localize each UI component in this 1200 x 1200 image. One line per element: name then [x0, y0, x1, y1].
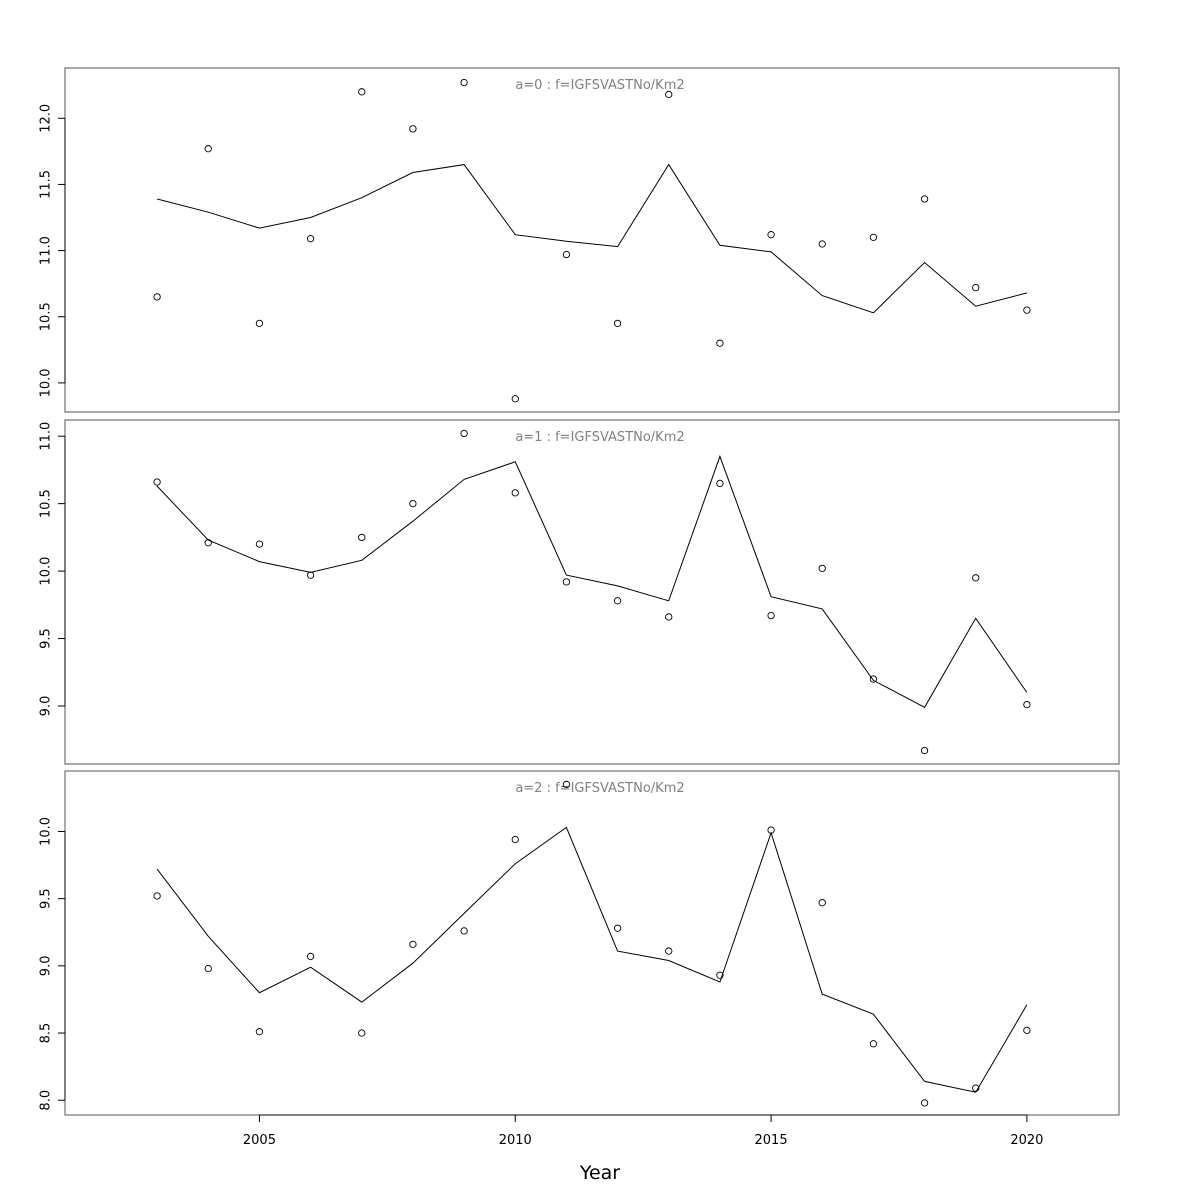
observed-point — [562, 780, 571, 789]
observed-point — [306, 952, 315, 961]
observed-point — [358, 1029, 366, 1037]
x-axis-label: Year — [579, 1162, 620, 1184]
y-tick-label: 8.5 — [39, 1023, 54, 1044]
observed-point — [562, 250, 571, 259]
observed-point — [767, 826, 775, 834]
observed-point — [1023, 306, 1031, 314]
observed-point — [255, 540, 264, 548]
y-tick-label: 11.0 — [39, 236, 54, 265]
observed-point — [1023, 1026, 1031, 1034]
y-tick-label: 10.5 — [39, 302, 54, 331]
observed-point — [562, 578, 571, 586]
observed-point — [511, 835, 519, 844]
fitted-line — [156, 454, 1028, 708]
observed-point — [818, 899, 826, 907]
observed-point — [613, 597, 622, 605]
y-tick-label: 10.5 — [39, 489, 54, 518]
x-tick-label: 2010 — [499, 1133, 532, 1148]
panel-2: a=2 : f=IGFSVASTNo/Km2 8.0 8.5 9.0 9.5 10.0 — [39, 770, 1120, 1116]
panel-title: a=1 : f=IGFSVASTNo/Km2 — [515, 430, 684, 445]
observed-point — [409, 125, 417, 133]
panel-title: a=0 : f=IGFSVASTNo/Km2 — [515, 78, 684, 93]
observed-point — [613, 319, 622, 328]
x-axis: 2005 2010 2015 2020 — [243, 1114, 1043, 1148]
observed-point — [613, 924, 622, 932]
observed-point — [409, 940, 417, 948]
y-tick-label: 8.0 — [39, 1090, 54, 1111]
observed-point — [920, 195, 929, 203]
y-tick-label: 10.0 — [39, 557, 54, 586]
observed-point — [306, 235, 315, 243]
observed-point — [255, 319, 264, 328]
observed-point — [818, 564, 826, 573]
y-tick-label: 11.0 — [39, 422, 54, 451]
observed-point — [972, 574, 980, 582]
observed-point — [920, 1099, 929, 1107]
observed-point — [716, 971, 724, 979]
observed-point — [818, 240, 826, 248]
y-tick-label: 9.0 — [39, 956, 54, 977]
observed-point — [767, 231, 775, 239]
y-tick-label: 12.0 — [39, 104, 54, 133]
observed-point — [511, 395, 519, 403]
x-tick-label: 2005 — [243, 1133, 276, 1148]
observed-point — [1023, 700, 1031, 709]
observed-point — [204, 539, 212, 547]
y-tick-label: 9.5 — [39, 888, 54, 909]
y-tick-label: 11.5 — [39, 170, 54, 199]
observed-point — [869, 1040, 878, 1048]
observed-point — [153, 478, 161, 486]
y-tick-label: 10.0 — [39, 368, 54, 397]
observed-point — [409, 499, 417, 508]
observed-point — [665, 947, 673, 955]
observed-point — [306, 571, 315, 579]
panels: a=0 : f=IGFSVASTNo/Km2 10.0 10.5 11.0 11.5 12… — [39, 67, 1120, 1116]
observed-point — [153, 892, 161, 900]
observed-point — [767, 611, 775, 620]
observed-point — [869, 233, 878, 242]
observed-point — [920, 746, 929, 755]
observed-point — [358, 88, 366, 96]
x-tick-label: 2015 — [755, 1133, 788, 1148]
y-tick-label: 10.0 — [39, 817, 54, 846]
observed-point — [460, 429, 468, 438]
observed-point — [460, 927, 468, 935]
panel-0: a=0 : f=IGFSVASTNo/Km2 10.0 10.5 11.0 11.5 12… — [39, 67, 1120, 413]
fitted-line — [156, 163, 1028, 314]
x-tick-label: 2020 — [1010, 1133, 1043, 1148]
panel-1: a=1 : f=IGFSVASTNo/Km2 9.0 9.5 10.0 10.5 11.0 — [39, 419, 1120, 765]
observed-point — [972, 1084, 980, 1092]
observed-point — [358, 533, 366, 542]
observed-point — [665, 613, 673, 621]
observed-point — [716, 339, 724, 347]
observed-point — [204, 145, 212, 153]
y-tick-label: 9.5 — [39, 628, 54, 649]
y-tick-label: 9.0 — [39, 696, 54, 717]
observed-point — [869, 675, 878, 683]
observed-point — [255, 1028, 264, 1036]
observed-point — [972, 283, 980, 292]
observed-point — [665, 90, 673, 99]
observed-point — [716, 479, 724, 488]
observed-point — [153, 293, 161, 301]
observed-point — [460, 78, 468, 87]
fitted-line — [156, 826, 1028, 1093]
panel-frame — [64, 67, 1120, 413]
observed-point — [204, 964, 212, 973]
panel-title: a=2 : f=IGFSVASTNo/Km2 — [515, 781, 684, 796]
panel-frame — [64, 770, 1120, 1116]
observed-point — [511, 489, 519, 497]
panel-frame — [64, 419, 1120, 765]
